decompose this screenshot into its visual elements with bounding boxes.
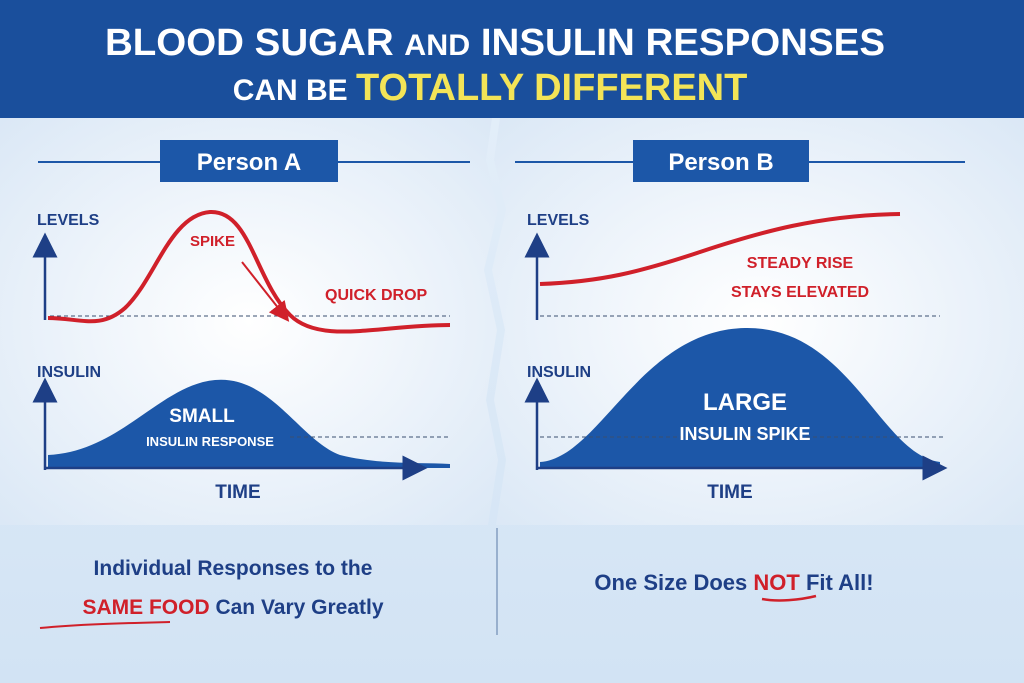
- time-axis-label: TIME: [215, 482, 260, 503]
- quick-drop-annotation: QUICK DROP: [325, 287, 428, 304]
- time-axis-label: TIME: [707, 482, 752, 503]
- insulin-curve: [540, 327, 940, 468]
- spike-annotation: SPIKE: [190, 233, 235, 250]
- insulin-axis-label: INSULIN: [37, 364, 101, 381]
- insulin-axis-label: INSULIN: [527, 364, 591, 381]
- person-b-badge: [633, 140, 809, 182]
- person-b-label: Person B: [668, 149, 773, 176]
- header-banner: [0, 0, 1024, 118]
- insulin-response-annotation: INSULIN RESPONSE: [146, 434, 274, 449]
- large-annotation: LARGE: [703, 389, 787, 416]
- person-a-label: Person A: [197, 149, 301, 176]
- levels-axis-label: LEVELS: [37, 212, 100, 229]
- levels-axis-label: LEVELS: [527, 212, 590, 229]
- page-subtitle: CAN BE TOTALLY DIFFERENT: [233, 67, 748, 109]
- glucose-curve: [47, 209, 451, 334]
- steady-rise-annotation: STEADY RISE: [747, 255, 854, 272]
- small-annotation: SMALL: [169, 406, 235, 427]
- glucose-curve: [539, 212, 901, 286]
- underline-decoration: [761, 594, 817, 602]
- insulin-curve: [48, 379, 450, 468]
- footer-right-text: One Size Does NOT Fit All!: [594, 570, 873, 595]
- page-title: BLOOD SUGAR AND INSULIN RESPONSES: [105, 22, 885, 64]
- stays-elevated-annotation: STAYS ELEVATED: [731, 284, 869, 301]
- panel-a-bg: [0, 118, 498, 525]
- underline-decoration: [39, 621, 171, 629]
- person-a-badge: [160, 140, 338, 182]
- footer-left-line1: Individual Responses to the: [94, 557, 373, 580]
- drop-arrow-icon: [241, 261, 290, 322]
- insulin-spike-annotation: INSULIN SPIKE: [679, 424, 810, 444]
- footer-left-line2: SAME FOOD Can Vary Greatly: [82, 596, 383, 619]
